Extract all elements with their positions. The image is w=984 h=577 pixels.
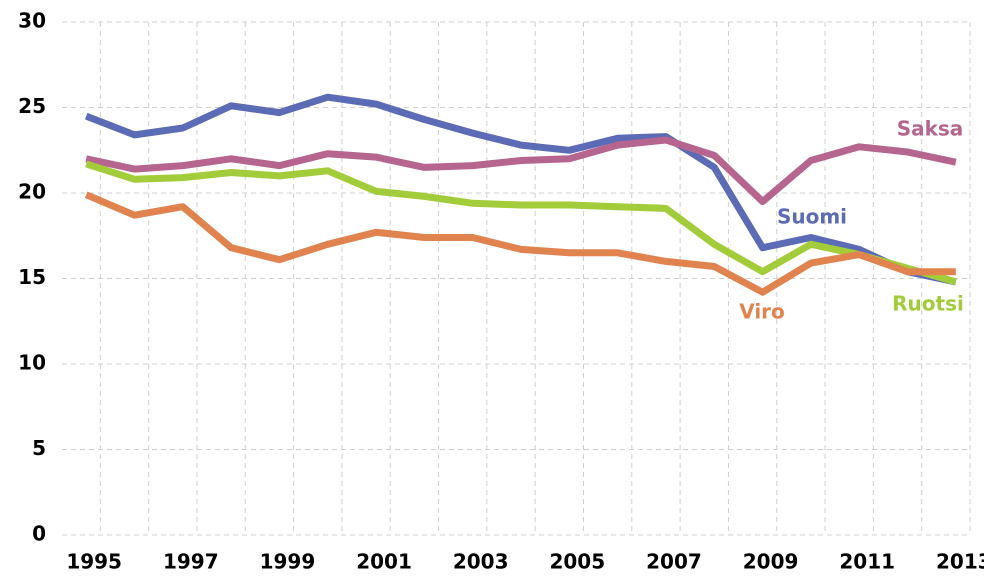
x-tick-label: 2003	[453, 550, 509, 574]
y-tick-label: 15	[18, 265, 46, 289]
x-tick-label: 2007	[646, 550, 702, 574]
series-line	[84, 93, 957, 286]
series-line	[85, 136, 957, 206]
x-tick-label: 2005	[549, 550, 605, 574]
x-tick-label: 2001	[356, 550, 412, 574]
series-label: Ruotsi	[892, 292, 964, 316]
y-tick-label: 10	[18, 351, 46, 375]
y-tick-label: 25	[18, 94, 46, 118]
series-label: Suomi	[777, 205, 847, 229]
series-label: Saksa	[897, 117, 964, 141]
series-line	[85, 160, 957, 286]
x-tick-label: 1995	[66, 550, 122, 574]
series-label: Viro	[739, 300, 785, 324]
x-tick-label: 2013	[936, 550, 984, 574]
y-tick-label: 20	[18, 180, 46, 204]
x-tick-label: 1997	[163, 550, 219, 574]
y-tick-label: 30	[18, 9, 46, 33]
y-tick-label: 5	[32, 436, 46, 460]
series-line	[84, 191, 956, 296]
y-tick-label: 0	[32, 522, 46, 546]
x-tick-label: 1999	[260, 550, 316, 574]
x-tick-label: 2009	[743, 550, 799, 574]
x-tick-label: 2011	[839, 550, 895, 574]
